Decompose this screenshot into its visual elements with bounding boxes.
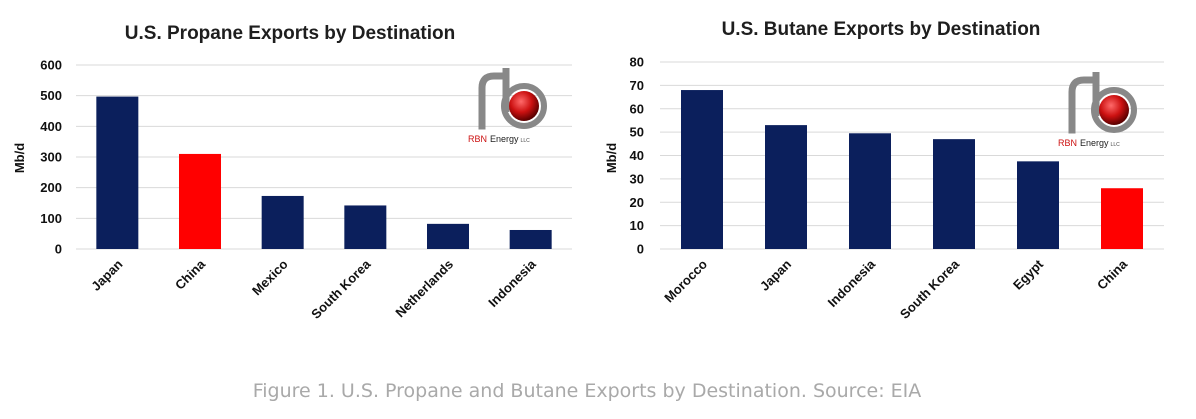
logo-brand-text: RBN — [468, 134, 487, 144]
propane-y-axis-label: Mb/d — [12, 143, 27, 173]
butane-x-tick-label: Indonesia — [825, 256, 879, 310]
logo-suffix-text: Energy — [490, 134, 519, 144]
logo-r-stroke — [1068, 76, 1096, 134]
butane-bar-egypt — [1017, 161, 1059, 249]
butane-x-tick-label: Egypt — [1010, 256, 1047, 293]
propane-x-tick-label: Netherlands — [392, 257, 456, 321]
propane-x-tick-label: South Korea — [308, 256, 374, 322]
propane-chart-svg: U.S. Propane Exports by Destination Mb/d… — [12, 23, 572, 322]
propane-y-tick-label: 300 — [40, 150, 62, 165]
logo-suffix-text: Energy — [1080, 138, 1109, 148]
propane-y-tick-label: 500 — [40, 88, 62, 103]
butane-chart: U.S. Butane Exports by Destination Mb/d … — [598, 0, 1196, 360]
propane-chart-title: U.S. Propane Exports by Destination — [125, 23, 455, 44]
logo-b-bowl — [1091, 87, 1137, 133]
logo-b-bowl — [501, 83, 547, 129]
logo-red-ball — [509, 91, 539, 121]
propane-y-tick-label: 100 — [40, 211, 62, 226]
logo-wordmark: RBN Energy LLC — [1058, 138, 1120, 148]
propane-x-tick-label: China — [172, 256, 209, 293]
butane-y-tick-label: 20 — [630, 195, 644, 210]
butane-x-tick-label: South Korea — [897, 256, 963, 322]
butane-y-tick-label: 70 — [630, 78, 644, 93]
butane-y-tick-label: 40 — [630, 148, 644, 163]
propane-bar-netherlands — [427, 223, 469, 249]
logo-llc-text: LLC — [521, 138, 531, 144]
logo-r-stroke — [478, 72, 506, 130]
butane-y-tick-label: 60 — [630, 101, 644, 116]
butane-bar-china — [1101, 188, 1143, 249]
propane-y-tick-label: 600 — [40, 58, 62, 73]
propane-bar-south-korea — [344, 205, 387, 249]
figure-caption: Figure 1. U.S. Propane and Butane Export… — [252, 380, 922, 402]
butane-bar-indonesia — [849, 133, 891, 249]
butane-bar-morocco — [681, 90, 723, 249]
logo-llc-text: LLC — [1111, 142, 1121, 148]
propane-y-tick-label: 400 — [40, 119, 62, 134]
propane-bar-china — [179, 153, 221, 249]
butane-bar-south-korea — [933, 139, 975, 249]
butane-chart-title: U.S. Butane Exports by Destination — [722, 19, 1041, 40]
butane-bar-japan — [765, 125, 807, 249]
propane-y-tick-label: 200 — [40, 180, 62, 195]
propane-bar-indonesia — [509, 229, 552, 249]
logo-brand-text: RBN — [1058, 138, 1077, 148]
butane-y-tick-label: 0 — [637, 242, 644, 257]
butane-y-tick-label: 50 — [630, 125, 644, 140]
butane-y-axis-label: Mb/d — [604, 143, 619, 173]
logo-wordmark: RBN Energy LLC — [468, 134, 530, 144]
butane-y-tick-label: 30 — [630, 171, 644, 186]
rbn-logo: RBN Energy LLC — [1058, 72, 1137, 148]
propane-bar-japan — [96, 96, 139, 249]
propane-x-tick-label: Mexico — [249, 256, 291, 298]
butane-y-tick-label: 10 — [630, 218, 644, 233]
propane-bar-mexico — [261, 195, 304, 249]
propane-chart: U.S. Propane Exports by Destination Mb/d… — [0, 0, 590, 360]
butane-x-tick-label: China — [1094, 256, 1131, 293]
butane-x-tick-label: Morocco — [661, 256, 710, 305]
rbn-logo: RBN Energy LLC — [468, 68, 547, 144]
propane-y-tick-label: 0 — [55, 242, 62, 257]
propane-x-tick-label: Indonesia — [485, 256, 539, 310]
butane-y-tick-label: 80 — [630, 55, 644, 70]
butane-x-tick-label: Japan — [757, 256, 794, 293]
propane-x-tick-label: Japan — [88, 256, 125, 293]
logo-red-ball — [1099, 95, 1129, 125]
butane-chart-svg: U.S. Butane Exports by Destination Mb/d … — [604, 19, 1164, 322]
